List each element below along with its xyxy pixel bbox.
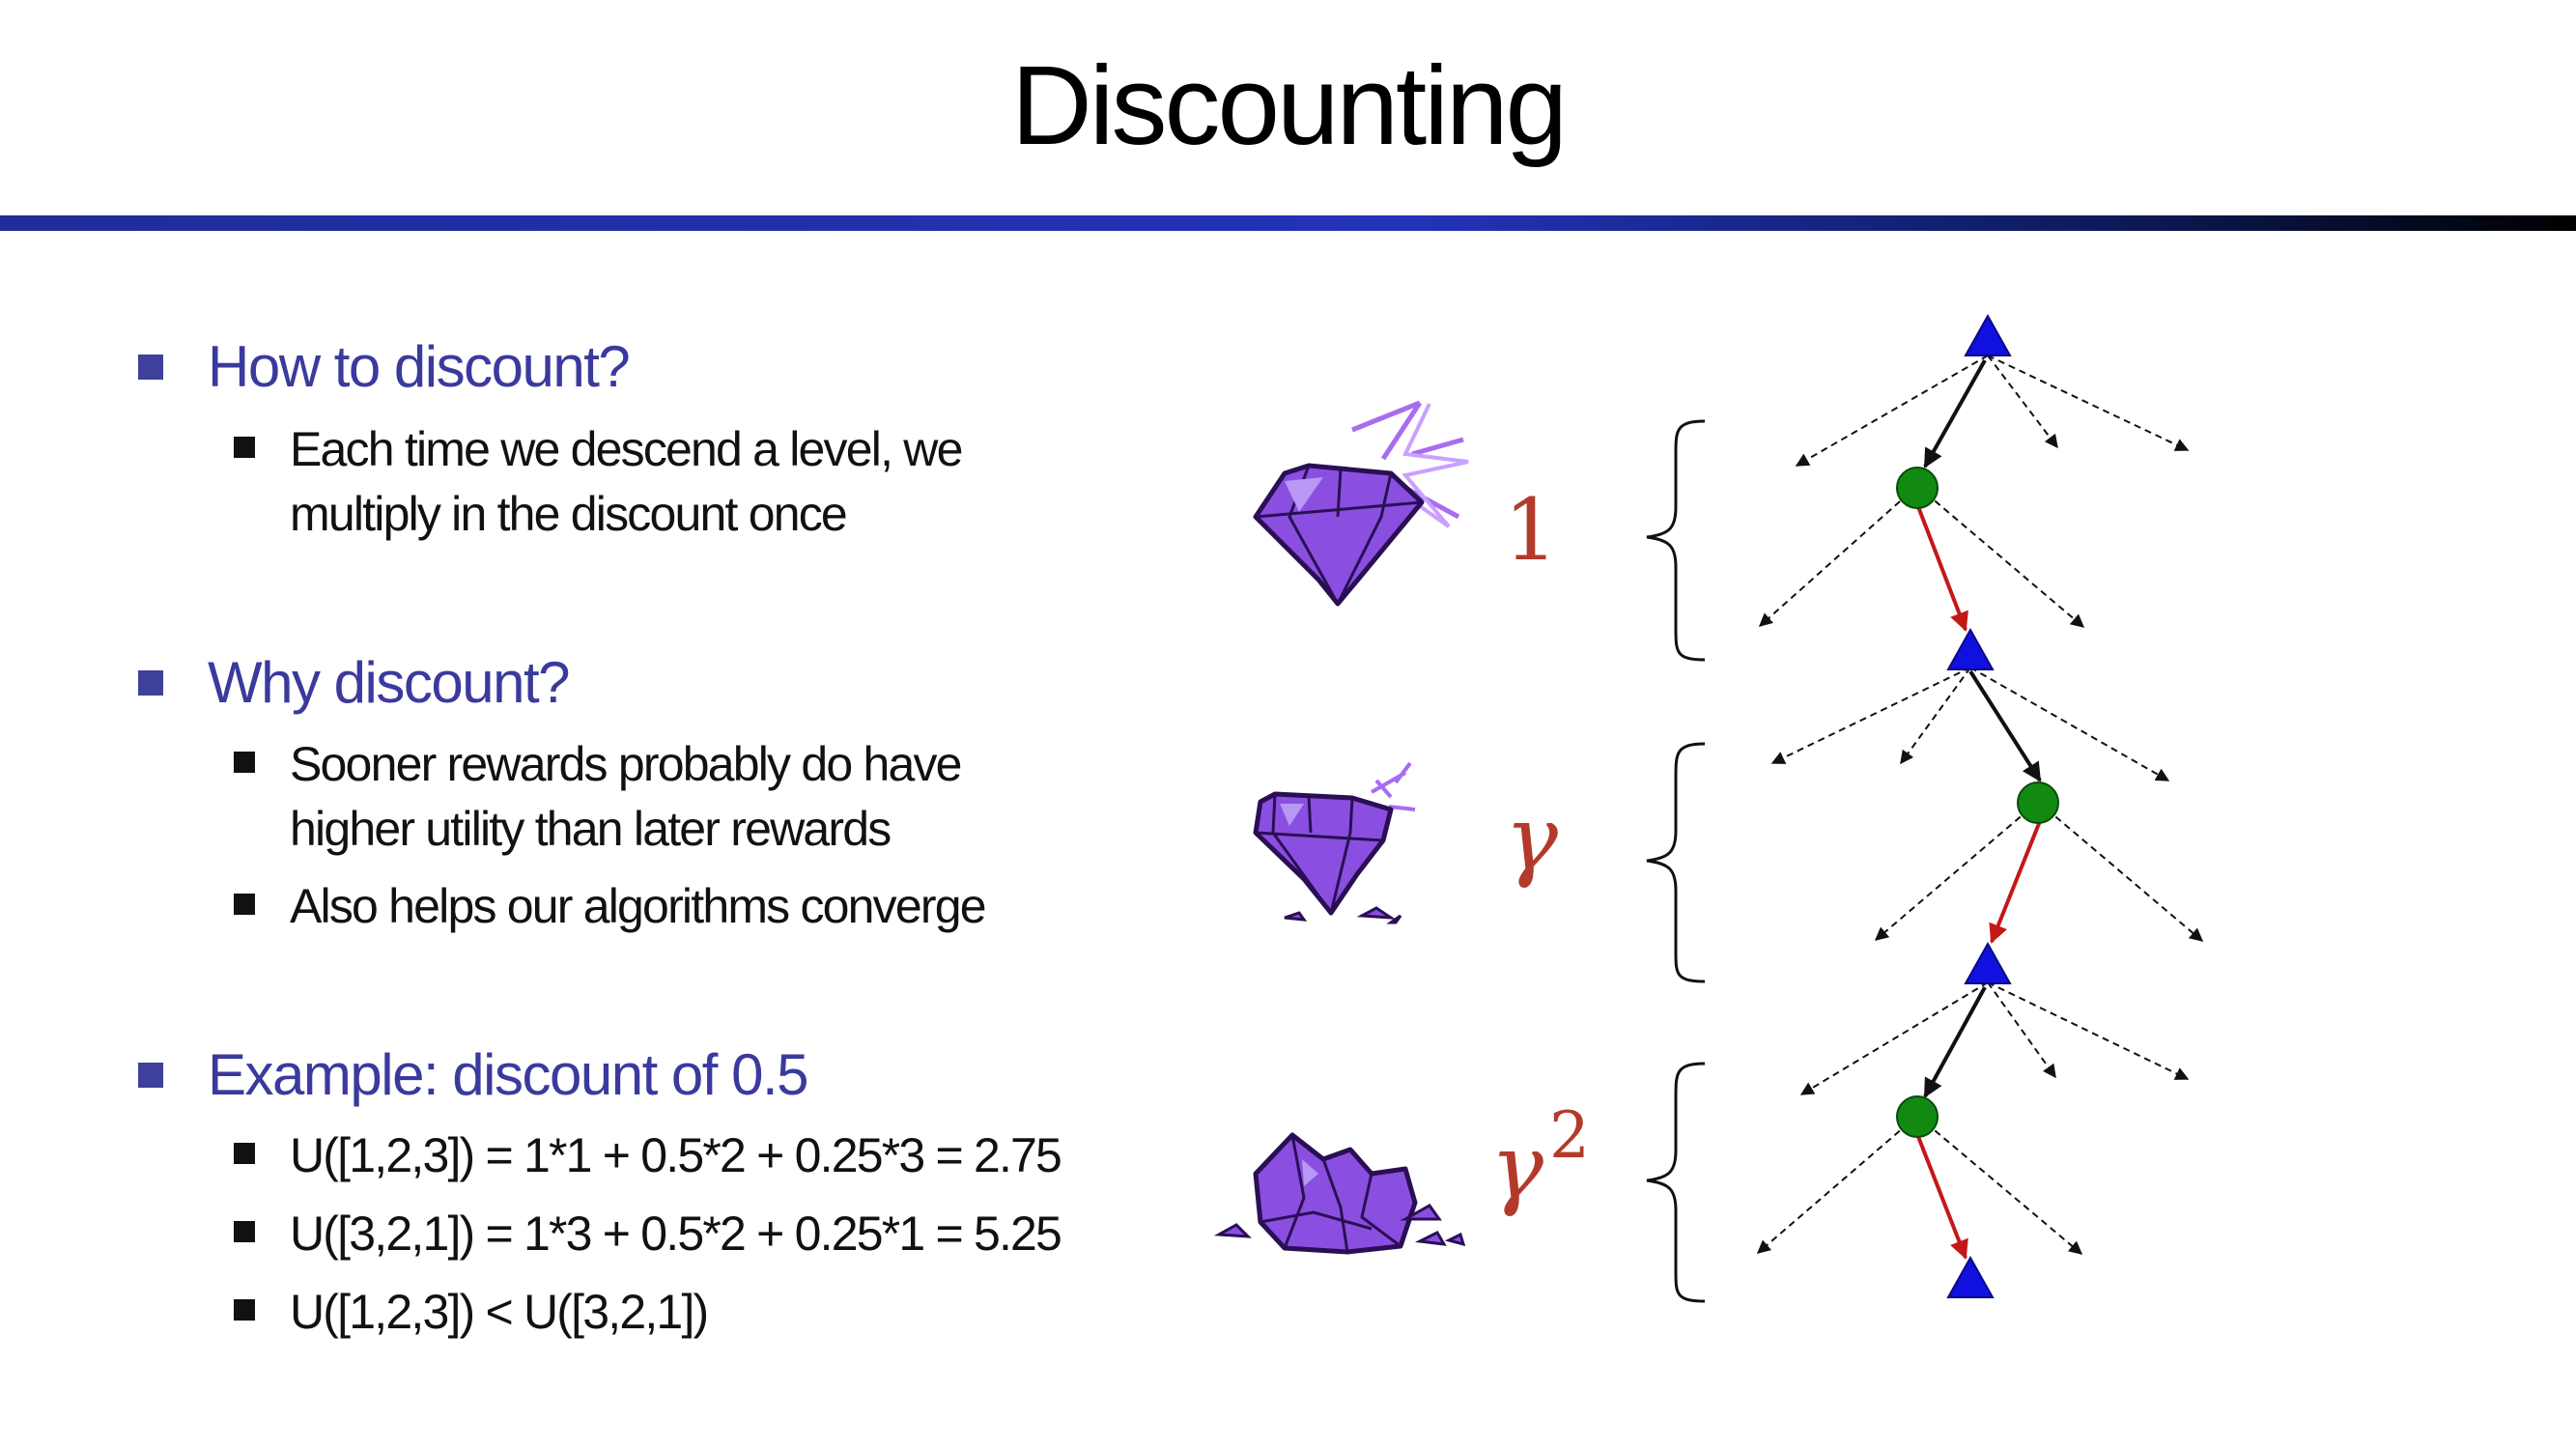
heading-text: Why discount? [208,650,571,715]
tree-max-nodes [1946,313,2012,1298]
bullet-heading-example: Example: discount of 0.5 [138,1041,809,1108]
bullet-item-sooner: Sooner rewards probably do have higher u… [234,732,962,862]
level-brace-2 [1646,742,1706,983]
bullet-square [234,437,255,458]
chance-node-circle [1896,467,1939,509]
level-brace-3 [1646,1062,1706,1303]
item-text: U([1,2,3]) = 1*1 + 0.5*2 + 0.25*3 = 2.75 [290,1128,1062,1182]
discount-factor-gamma-squared: γ2 [1490,1098,1590,1219]
item-text: Each time we descend a level, we multipl… [290,422,963,541]
discount-factor-gamma: γ [1505,787,1558,891]
tree-path-max-edges [1923,359,2042,1098]
bullet-square [138,669,163,696]
max-node-triangle [1964,941,2012,984]
bullet-square [234,1221,255,1242]
tree-path-chance-edges [1915,503,2042,1260]
bullet-item-u321: U([3,2,1]) = 1*3 + 0.5*2 + 0.25*1 = 5.25 [234,1202,1062,1266]
bullet-heading-how: How to discount? [138,333,631,400]
bullet-square [234,752,255,773]
exponent: 2 [1548,1098,1590,1173]
bullet-heading-why: Why discount? [138,649,571,716]
bullet-square [138,354,163,380]
item-text: U([3,2,1]) = 1*3 + 0.5*2 + 0.25*1 = 5.25 [290,1207,1062,1261]
max-node-triangle [1964,313,2012,356]
bullet-square [138,1062,163,1088]
title-rule [0,215,2576,231]
heading-text: How to discount? [208,334,631,399]
tree-dashed-edges [1756,355,2204,1255]
bullet-square [234,1299,255,1321]
slide-title: Discounting [1010,43,1568,168]
gem-chipped-icon [1253,761,1416,924]
item-text: U([1,2,3]) < U([3,2,1]) [290,1285,709,1339]
tree-chance-nodes [1896,467,2059,1138]
level-brace-1 [1646,419,1706,662]
bullet-square [234,894,255,915]
item-text: Also helps our algorithms converge [290,879,987,933]
heading-text: Example: discount of 0.5 [208,1042,809,1107]
bullet-item-u123: U([1,2,3]) = 1*1 + 0.5*2 + 0.25*3 = 2.75 [234,1123,1062,1188]
chance-node-circle [1896,1095,1939,1138]
bullet-item-descend: Each time we descend a level, we multipl… [234,417,963,547]
bullet-square [234,1143,255,1164]
bullet-item-converge: Also helps our algorithms converge [234,874,987,939]
bullet-item-compare: U([1,2,3]) < U([3,2,1]) [234,1280,709,1345]
chance-node-circle [2017,781,2059,824]
discount-factor-one: 1 [1504,480,1558,580]
gem-crumbled-icon [1213,1132,1466,1255]
gem-large-icon [1253,400,1469,607]
item-text: Sooner rewards probably do have higher u… [290,737,962,856]
max-node-triangle [1946,1255,1995,1298]
max-node-triangle [1946,627,1995,670]
